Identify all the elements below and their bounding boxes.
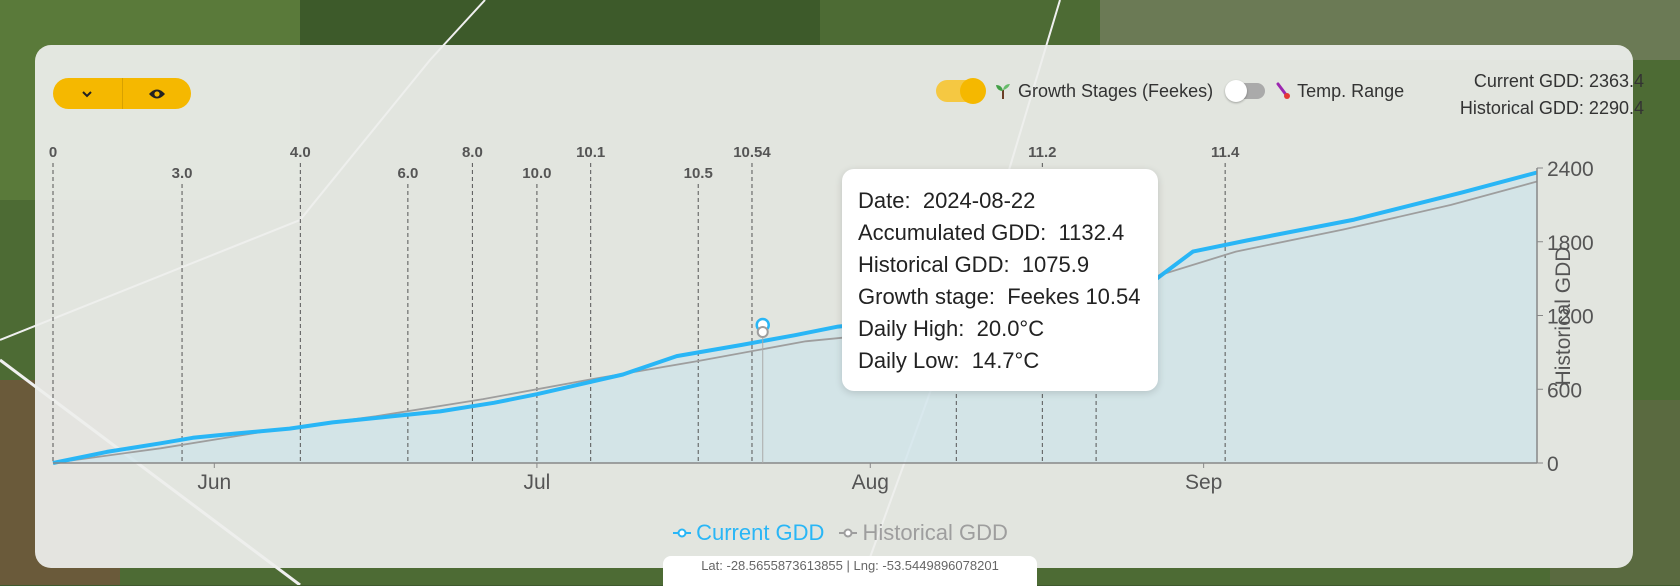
seedling-icon xyxy=(996,84,1010,99)
feekes-stage-label-2: 4.0 xyxy=(290,144,311,161)
tooltip-date-row: Date: 2024-08-22 xyxy=(858,188,1036,213)
dropdown-button[interactable] xyxy=(53,78,122,109)
toggle-row: Growth Stages (Feekes) Temp. Range xyxy=(936,78,1404,104)
y-tick-label-2: 1200 xyxy=(1547,306,1594,329)
feekes-stage-label-5: 10.0 xyxy=(522,165,551,182)
temp-range-text: Temp. Range xyxy=(1297,80,1405,101)
hover-point-historical xyxy=(756,326,769,338)
tooltip-stage-row: Growth stage: Feekes 10.54 xyxy=(858,284,1141,309)
tooltip-low-row: Daily Low: 14.7°C xyxy=(858,348,1040,373)
feekes-stage-label-1: 3.0 xyxy=(172,165,193,182)
feekes-stage-label-12: 11.4 xyxy=(1211,144,1240,161)
chart-tooltip: Date: 2024-08-22 Accumulated GDD: 1132.4… xyxy=(842,169,1158,391)
x-tick-label-0: Jun xyxy=(197,471,231,494)
lat-lng-readout: Lat: -28.5655873613855 | Lng: -53.544989… xyxy=(663,556,1037,586)
x-tick-label-1: Jul xyxy=(523,471,550,494)
chart-controls xyxy=(53,78,191,109)
y-tick-label-1: 600 xyxy=(1547,379,1582,402)
chart-legend: Current GDD Historical GDD xyxy=(0,520,1680,546)
x-tick-label-2: Aug xyxy=(852,471,889,494)
y-tick-label-3: 1800 xyxy=(1547,232,1594,255)
growth-stages-toggle[interactable] xyxy=(936,78,986,104)
feekes-stage-label-4: 8.0 xyxy=(462,144,483,161)
y-axis-title: Historical GDD xyxy=(1552,247,1575,386)
growth-stages-label: Growth Stages (Feekes) xyxy=(994,81,1213,102)
gdd-summary: Current GDD: 2363.4 Historical GDD: 2290… xyxy=(1460,68,1644,122)
eye-icon xyxy=(148,89,165,98)
thermometer-icon xyxy=(1276,82,1291,99)
temp-range-toggle[interactable] xyxy=(1225,80,1266,102)
y-tick-label-4: 2400 xyxy=(1547,158,1594,181)
current-gdd-area xyxy=(53,172,1537,463)
legend-current-gdd[interactable]: Current GDD xyxy=(672,520,824,546)
legend-historical-gdd[interactable]: Historical GDD xyxy=(838,520,1008,546)
current-gdd-line xyxy=(52,170,1538,465)
legend-historical-marker-icon xyxy=(839,528,858,538)
tooltip-acc-row: Accumulated GDD: 1132.4 xyxy=(858,220,1125,245)
y-tick-label-0: 0 xyxy=(1547,453,1559,476)
tooltip-hist-row: Historical GDD: 1075.9 xyxy=(858,252,1090,277)
legend-current-marker-icon xyxy=(673,528,692,538)
feekes-stage-label-7: 10.5 xyxy=(684,165,713,182)
x-tick-label-3: Sep xyxy=(1185,471,1222,494)
tooltip-high-row: Daily High: 20.0°C xyxy=(858,316,1045,341)
feekes-stage-label-8: 10.54 xyxy=(733,144,771,161)
current-gdd-total: Current GDD: 2363.4 xyxy=(1473,71,1644,91)
historical-gdd-total: Historical GDD: 2290.4 xyxy=(1459,98,1644,118)
feekes-stage-label-0: 0 xyxy=(49,144,57,161)
visibility-button[interactable] xyxy=(121,78,192,109)
growth-stages-text: Growth Stages (Feekes) xyxy=(1018,80,1214,101)
feekes-stage-label-10: 11.2 xyxy=(1028,144,1056,161)
feekes-stage-label-6: 10.1 xyxy=(576,144,605,161)
feekes-stage-label-3: 6.0 xyxy=(397,165,418,182)
temp-range-label: Temp. Range xyxy=(1275,81,1404,102)
chevron-down-icon xyxy=(82,90,92,97)
